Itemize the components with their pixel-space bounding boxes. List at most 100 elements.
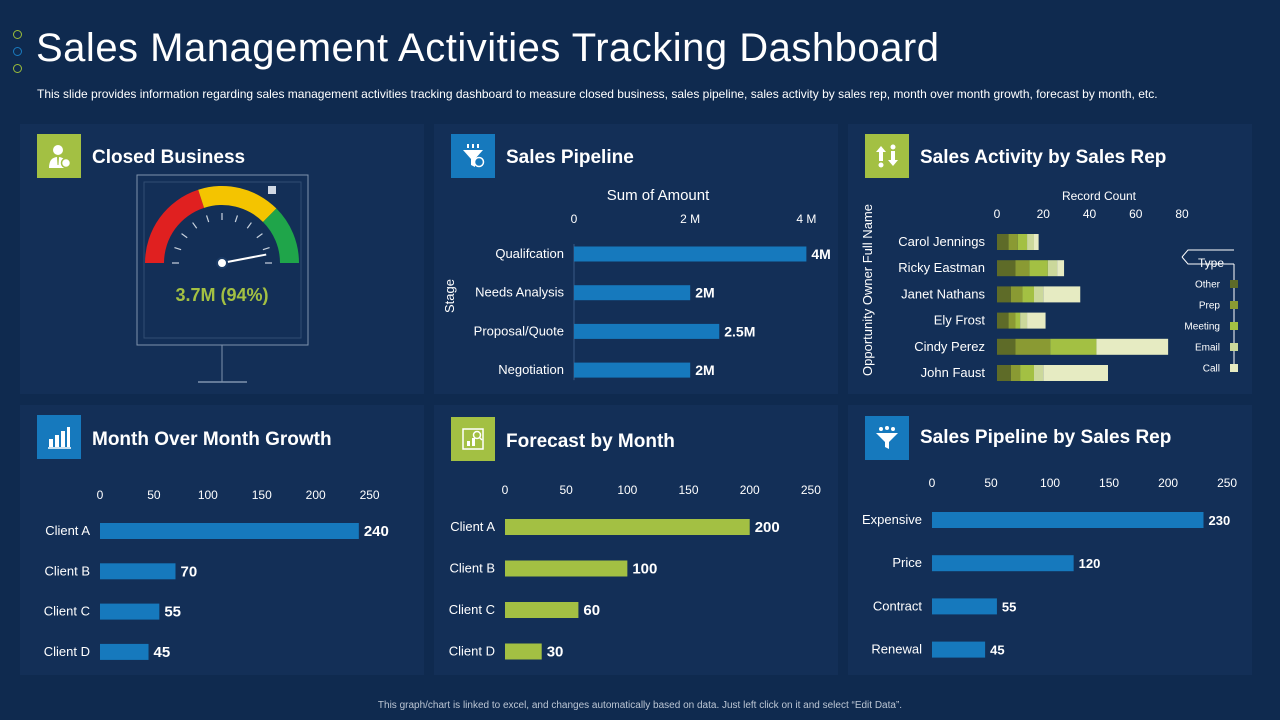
gauge-tick [174,246,182,251]
x-tick-label: 40 [1083,207,1097,221]
gauge-band-2 [263,208,299,263]
bar-value-label: 55 [1002,599,1016,614]
exchange-icon [865,134,909,178]
gauge-hub [216,257,228,269]
stacked-bar-segment [997,286,1011,303]
bar-value-label: 4M [811,246,830,262]
legend-swatch [1230,280,1238,288]
legend-label: Email [1195,343,1220,354]
category-label: Client D [44,644,90,659]
stacked-bar-segment [1043,286,1081,303]
category-label: Expensive [862,512,922,527]
businessman-icon [37,134,81,178]
x-tick-label: 50 [559,483,573,497]
gauge-tick [256,233,263,239]
stacked-bar-segment [1020,365,1034,381]
category-label: Client D [449,644,495,659]
x-tick-label: 0 [502,483,509,497]
category-label: Qualifcation [495,246,564,261]
x-tick-label: 80 [1175,207,1189,221]
bar [100,563,176,580]
bar-value-label: 60 [583,602,600,619]
forecast-icon [451,417,495,461]
y-axis-title: Stage [442,279,457,313]
gauge-chart: 3.7M (94%) [136,174,309,383]
panel-title: Month Over Month Growth [92,429,332,450]
gauge-band-1 [198,186,277,222]
x-tick-label: 0 [571,212,578,226]
x-tick-label: 200 [1158,476,1178,490]
stacked-bar-segment [997,234,1009,250]
category-label: Renewal [871,642,922,657]
gauge-tick [262,246,270,251]
legend-swatch [1230,343,1238,351]
bar [932,641,986,658]
x-tick-label: 150 [252,488,272,502]
category-label: Client B [44,563,90,578]
sales-pipeline-chart: Sum of Amount Stage 0 2 M 4 M Qualifcation 4M N… [442,187,831,381]
bar [100,523,359,539]
gauge-band-0 [145,189,205,263]
x-tick-label: 150 [1099,476,1119,490]
pipeline-rep-chart: 0 50 100 150 200 250 Expensive 230 Price 120 Contr… [862,476,1237,658]
y-axis-title: Opportunity Owner Full Name [860,204,875,376]
stacked-bar-segment [1022,286,1034,303]
x-tick-label: 100 [1040,476,1060,490]
funnel-dollar-icon [451,134,495,178]
x-tick-label: 50 [984,476,998,490]
bar-value-label: 2M [695,285,714,301]
bar [574,323,720,339]
panel-title: Sales Pipeline by Sales Rep [920,427,1172,448]
panel-mom-growth: Month Over Month Growth 0 50 100 150 200 250 C… [20,405,424,675]
stacked-bar-segment [1043,365,1108,381]
stacked-bar-segment [1027,312,1046,329]
gauge-tick [234,215,239,223]
panel-pipeline-rep: Sales Pipeline by Sales Rep 0 50 100 150 200… [848,405,1252,675]
bar [932,598,997,615]
x-tick-label: 0 [994,207,1001,221]
panel-closed-business: Closed Business 3.7M (94%) [20,124,424,394]
forecast-chart: 0 50 100 150 200 250 Client A 200 Client B 100 Cli… [449,483,821,661]
stacked-bar-segment [1029,260,1048,277]
stacked-bar-segment [1034,365,1044,381]
bar [574,285,691,301]
panel-title: Sales Pipeline [506,147,634,168]
category-label: Client C [44,604,90,619]
legend-label: Other [1195,280,1221,291]
bar [505,602,579,618]
x-tick-label: 60 [1129,207,1143,221]
panel-title: Sales Activity by Sales Rep [920,147,1167,168]
panel-title: Closed Business [92,147,246,168]
category-label: Janet Nathans [901,286,985,301]
legend-title: Type [1198,256,1224,270]
legend-label: Prep [1199,301,1221,312]
x-tick-label: 200 [740,483,760,497]
category-label: Client C [449,602,495,617]
legend-swatch [1230,301,1238,309]
category-label: Negotiation [498,362,564,377]
x-tick-label: 250 [801,483,821,497]
stacked-bar-segment [1010,286,1023,303]
stacked-bar-segment [1008,312,1016,329]
bar-value-label: 55 [164,604,181,621]
bar-value-label: 45 [990,643,1004,658]
stacked-bar-segment [1057,260,1065,277]
bar-value-label: 230 [1208,513,1230,528]
bar [932,512,1204,528]
bar [100,603,160,620]
category-label: Cindy Perez [914,339,985,354]
stacked-bar-segment [997,312,1009,329]
footnote: This graph/chart is linked to excel, and… [377,700,903,711]
mom-growth-chart: 0 50 100 150 200 250 Client A 240 Client B 70 Clie… [44,488,389,661]
monitor-inner [143,181,302,339]
x-tick-label: 50 [147,488,161,502]
stacked-bar-segment [1096,338,1169,355]
bar [505,643,542,660]
category-label: Ricky Eastman [898,260,985,275]
page-title: Sales Management Activities Tracking Das… [36,26,940,70]
bar-chart-icon [37,415,81,459]
panel-sales-activity: Sales Activity by Sales Rep Record Count… [848,124,1252,394]
stacked-bar-segment [1015,338,1051,355]
category-label: Needs Analysis [475,285,564,300]
x-axis-title: Record Count [1062,189,1137,203]
